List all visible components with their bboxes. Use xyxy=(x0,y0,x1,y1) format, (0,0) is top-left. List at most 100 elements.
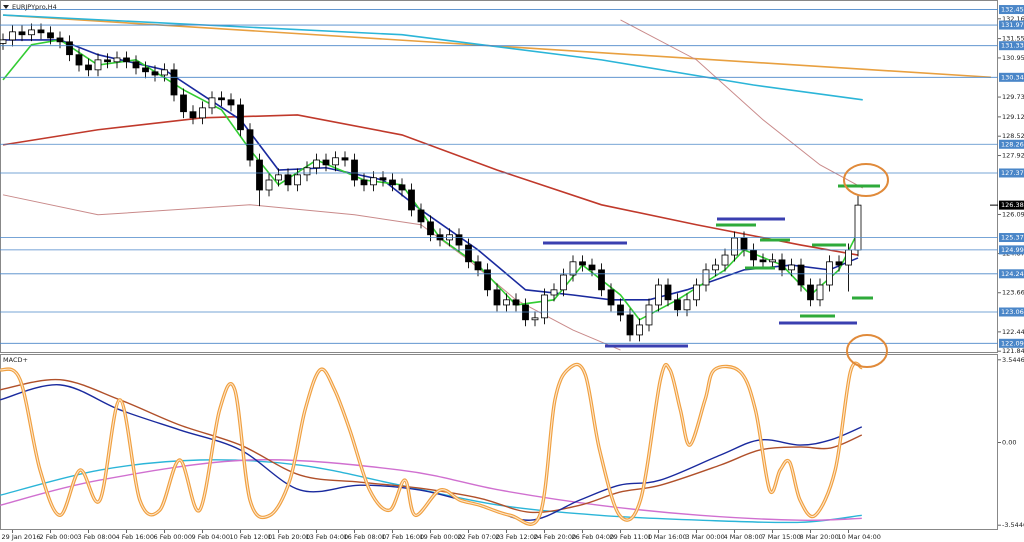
candle-body xyxy=(389,179,396,186)
candle-body xyxy=(256,159,263,191)
candle-body xyxy=(199,107,206,119)
x-tick-label: 24 Feb 20:00 xyxy=(534,533,577,541)
y-tick-label: 3.5446 xyxy=(1002,356,1024,364)
candle-body xyxy=(303,167,311,176)
candle-body xyxy=(132,61,140,69)
level-label: 132.452 xyxy=(1001,6,1024,14)
y-tick-label: 131.550 xyxy=(1002,35,1024,43)
candle-body xyxy=(123,57,130,63)
annotations xyxy=(543,163,889,368)
candle-body xyxy=(474,261,482,271)
candle-body xyxy=(683,299,691,311)
candle-body xyxy=(788,264,795,271)
macd-plot xyxy=(0,361,864,526)
y-tick-label: 129.120 xyxy=(1002,113,1024,121)
candle-body xyxy=(341,157,349,161)
candle-body xyxy=(550,289,558,296)
level-label: 127.378 xyxy=(1001,169,1024,177)
macd-panel-frame xyxy=(0,354,998,530)
level-label-box xyxy=(999,245,1024,255)
candle-body xyxy=(408,189,415,211)
menu-arrow[interactable] xyxy=(3,5,9,9)
candle-body xyxy=(797,264,805,286)
level-label-box xyxy=(999,20,1024,30)
level-label-box xyxy=(999,139,1024,149)
y-tick-label: 121.845 xyxy=(1002,347,1024,355)
y-tick-label: 0.00 xyxy=(1002,439,1016,447)
current-price-box xyxy=(999,200,1024,210)
candle-body xyxy=(569,261,577,276)
x-tick-label: 11 Feb 20:00 xyxy=(268,533,311,541)
candle-body xyxy=(427,221,434,236)
candle-body xyxy=(759,259,767,263)
level-label: 122.090 xyxy=(1001,339,1024,347)
y-tick-label: 132.165 xyxy=(1002,15,1024,23)
candle-body xyxy=(85,64,92,71)
level-label: 130.348 xyxy=(1001,73,1024,81)
candle-body xyxy=(18,31,26,36)
candle-body xyxy=(75,54,83,66)
candle-body xyxy=(636,324,643,336)
indicator-title: MACD+ xyxy=(3,356,28,364)
candle-body xyxy=(598,269,605,291)
x-tick-label: 6 Feb 00:00 xyxy=(154,533,193,541)
x-tick-label: 22 Feb 07:00 xyxy=(458,533,501,541)
candle-body xyxy=(227,99,235,106)
level-label-box xyxy=(999,338,1024,348)
y-tick-label: 128.520 xyxy=(1002,132,1024,140)
y-tick-label: 126.090 xyxy=(1002,210,1024,218)
candle-body xyxy=(208,97,216,109)
x-tick-label: 29 Jan 2016 xyxy=(2,533,41,541)
y-tick-label: 122.445 xyxy=(1002,328,1024,336)
level-label-box xyxy=(999,41,1024,51)
indicator-line xyxy=(2,39,859,321)
x-tick-label: 23 Feb 12:00 xyxy=(496,533,539,541)
indicator-line xyxy=(2,114,859,256)
candle-body xyxy=(579,261,586,266)
candle-body xyxy=(626,314,634,336)
level-label: 131.970 xyxy=(1001,21,1024,29)
indicator-line xyxy=(0,378,863,514)
candle-body xyxy=(702,269,710,286)
candle-body xyxy=(275,174,282,181)
candle-body xyxy=(417,209,425,223)
candle-body xyxy=(398,184,406,191)
x-tick-label: 17 Feb 16:00 xyxy=(382,533,425,541)
x-tick-label: 13 Feb 04:00 xyxy=(306,533,349,541)
level-label-box xyxy=(999,168,1024,178)
candle-body xyxy=(189,111,197,119)
x-tick-label: 16 Feb 08:00 xyxy=(344,533,387,541)
candle-body xyxy=(465,244,472,263)
candle-body xyxy=(778,259,786,271)
candle-body xyxy=(28,29,35,36)
candle-body xyxy=(588,264,596,271)
candle-body xyxy=(816,284,824,301)
candle-body xyxy=(246,129,254,161)
candle-body xyxy=(66,41,73,56)
candle-body xyxy=(835,261,843,266)
candle-body xyxy=(142,67,149,73)
x-tick-label: 8 Mar 20:00 xyxy=(800,533,839,541)
x-tick-label: 7 Mar 15:00 xyxy=(762,533,801,541)
candle-body xyxy=(332,157,339,166)
candle-body xyxy=(0,39,7,44)
candle-body xyxy=(560,274,567,291)
candle-body xyxy=(161,69,168,76)
candle-body xyxy=(237,104,244,131)
level-label-box xyxy=(999,269,1024,279)
current-price-label: 126.380 xyxy=(1001,201,1024,209)
y-tick-label: -3.5446 xyxy=(1002,521,1024,529)
candle-body xyxy=(313,159,320,169)
candle-body xyxy=(712,264,719,271)
candle-body xyxy=(113,57,121,63)
level-label: 131.330 xyxy=(1001,42,1024,50)
candle-body xyxy=(180,94,187,113)
candle-body xyxy=(664,284,672,301)
indicator-line xyxy=(2,14,863,101)
y-tick-label: 130.950 xyxy=(1002,54,1024,62)
candle-body xyxy=(170,69,178,96)
candle-body xyxy=(47,32,54,39)
x-tick-label: 9 Feb 04:00 xyxy=(192,533,231,541)
candle-body xyxy=(284,174,292,186)
